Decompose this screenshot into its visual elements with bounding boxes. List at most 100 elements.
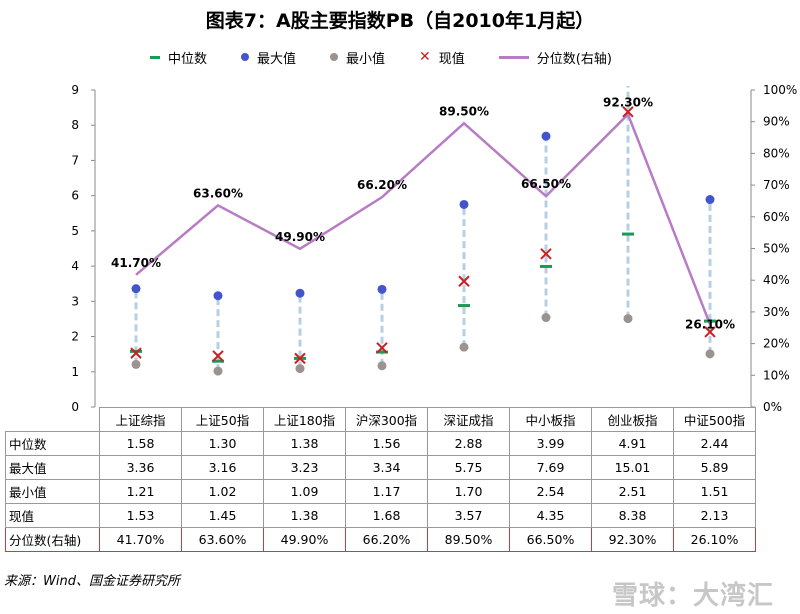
current-marker-icon: ✕ [419, 49, 431, 65]
max-point [459, 199, 469, 209]
legend: 中位数 最大值 最小值 ✕ 现值 分位数(右轴) [150, 46, 612, 68]
min-point [541, 313, 551, 323]
left-tick-label: 6 [71, 189, 79, 203]
legend-median: 中位数 [150, 48, 207, 67]
right-tick-label: 100% [763, 83, 797, 97]
median-marker-icon [150, 55, 160, 59]
current-point [376, 342, 388, 354]
category-label: 上证50指 [181, 407, 264, 432]
percentile-label: 49.90% [275, 230, 325, 244]
current-point [622, 106, 634, 118]
table-cell: 1.17 [345, 479, 428, 504]
right-tick-label: 90% [763, 115, 790, 129]
right-tick-label: 30% [763, 305, 790, 319]
left-tick-label: 9 [71, 83, 79, 97]
right-tick-label: 40% [763, 273, 790, 287]
left-tick-label: 2 [71, 330, 79, 344]
right-tick-label: 20% [763, 337, 790, 351]
max-point [541, 131, 551, 141]
max-point [377, 284, 387, 294]
table-cell: 3.23 [263, 455, 346, 480]
right-tick-label: 80% [763, 146, 790, 160]
percentile-label: 66.50% [521, 177, 571, 191]
table-corner [5, 407, 100, 432]
table-cell: 63.60% [181, 527, 264, 552]
watermark: 雪球：大湾汇 [612, 581, 775, 611]
median-bar [130, 349, 142, 353]
left-tick-label: 4 [71, 259, 79, 273]
percentile-label: 41.70% [111, 256, 161, 270]
table-row: 分位数(右轴) 41.70% 63.60% 49.90% 66.20% 89.50% 66.… [5, 527, 756, 552]
table-row: 最小值 1.21 1.02 1.09 1.17 1.70 2.54 2.51 1.51 [5, 479, 756, 504]
percentile-label: 63.60% [193, 186, 243, 200]
table-header-row: 上证综指 上证50指 上证180指 沪深300指 深证成指 中小板指 创业板指 中证500指 [5, 407, 756, 432]
median-bar [212, 359, 224, 363]
legend-median-label: 中位数 [168, 51, 208, 67]
table-cell: 2.88 [427, 431, 510, 456]
right-tick-label: 60% [763, 210, 790, 224]
legend-min-label: 最小值 [346, 51, 386, 67]
right-tick-label: 0% [763, 400, 782, 414]
min-point [377, 361, 387, 371]
table-cell: 1.56 [345, 431, 428, 456]
table-cell: 1.38 [263, 431, 346, 456]
table-cell: 26.10% [673, 527, 756, 552]
category-label: 中小板指 [509, 407, 592, 432]
max-marker-icon [241, 53, 250, 61]
median-bar [458, 304, 470, 308]
left-tick-label: 5 [71, 224, 79, 238]
left-tick-label: 3 [71, 294, 79, 308]
median-bar [376, 350, 388, 354]
legend-percentile-label: 分位数(右轴) [536, 51, 612, 67]
left-tick-label: 7 [71, 153, 79, 167]
table-cell: 1.02 [181, 479, 264, 504]
table-cell: 66.50% [509, 527, 592, 552]
percentile-label: 92.30% [603, 95, 653, 109]
median-bar [622, 232, 634, 236]
category-label: 深证成指 [427, 407, 510, 432]
category-label: 沪深300指 [345, 407, 428, 432]
legend-current: ✕ 现值 [419, 48, 465, 67]
right-tick-label: 50% [763, 242, 790, 256]
median-bar [704, 319, 716, 323]
table-cell: 3.36 [99, 455, 182, 480]
category-label: 中证500指 [673, 407, 756, 432]
legend-max: 最大值 [241, 48, 296, 67]
table-cell: 1.21 [99, 479, 182, 504]
table-cell: 3.57 [427, 503, 510, 528]
right-tick-label: 10% [763, 368, 790, 382]
table-cell: 1.53 [99, 503, 182, 528]
table-cell: 2.44 [673, 431, 756, 456]
left-tick-label: 8 [71, 118, 79, 132]
category-label: 上证综指 [99, 407, 182, 432]
table-cell: 1.30 [181, 431, 264, 456]
table-cell: 1.51 [673, 479, 756, 504]
max-point [213, 291, 223, 301]
table-cell: 8.38 [591, 503, 674, 528]
current-point [704, 326, 716, 338]
percentile-line-icon [498, 55, 529, 59]
min-point [705, 349, 715, 359]
table-cell: 5.89 [673, 455, 756, 480]
table-cell: 4.91 [591, 431, 674, 456]
row-label: 现值 [5, 503, 100, 528]
min-point [213, 366, 223, 376]
percentile-label: 26.10% [685, 317, 735, 331]
category-label: 上证180指 [263, 407, 346, 432]
table-row: 中位数 1.58 1.30 1.38 1.56 2.88 3.99 4.91 2.44 [5, 431, 756, 456]
min-point [295, 364, 305, 374]
table-cell: 3.16 [181, 455, 264, 480]
legend-current-label: 现值 [438, 51, 465, 67]
max-point [705, 195, 715, 205]
table-cell: 3.34 [345, 455, 428, 480]
min-marker-icon [330, 53, 339, 61]
table-cell: 41.70% [99, 527, 182, 552]
table-cell: 49.90% [263, 527, 346, 552]
row-label: 最小值 [5, 479, 100, 504]
table-cell: 66.20% [345, 527, 428, 552]
legend-min: 最小值 [330, 48, 385, 67]
row-label: 中位数 [5, 431, 100, 456]
category-label: 创业板指 [591, 407, 674, 432]
table-row: 最大值 3.36 3.16 3.23 3.34 5.75 7.69 15.01 5.89 [5, 455, 756, 480]
table-cell: 1.70 [427, 479, 510, 504]
